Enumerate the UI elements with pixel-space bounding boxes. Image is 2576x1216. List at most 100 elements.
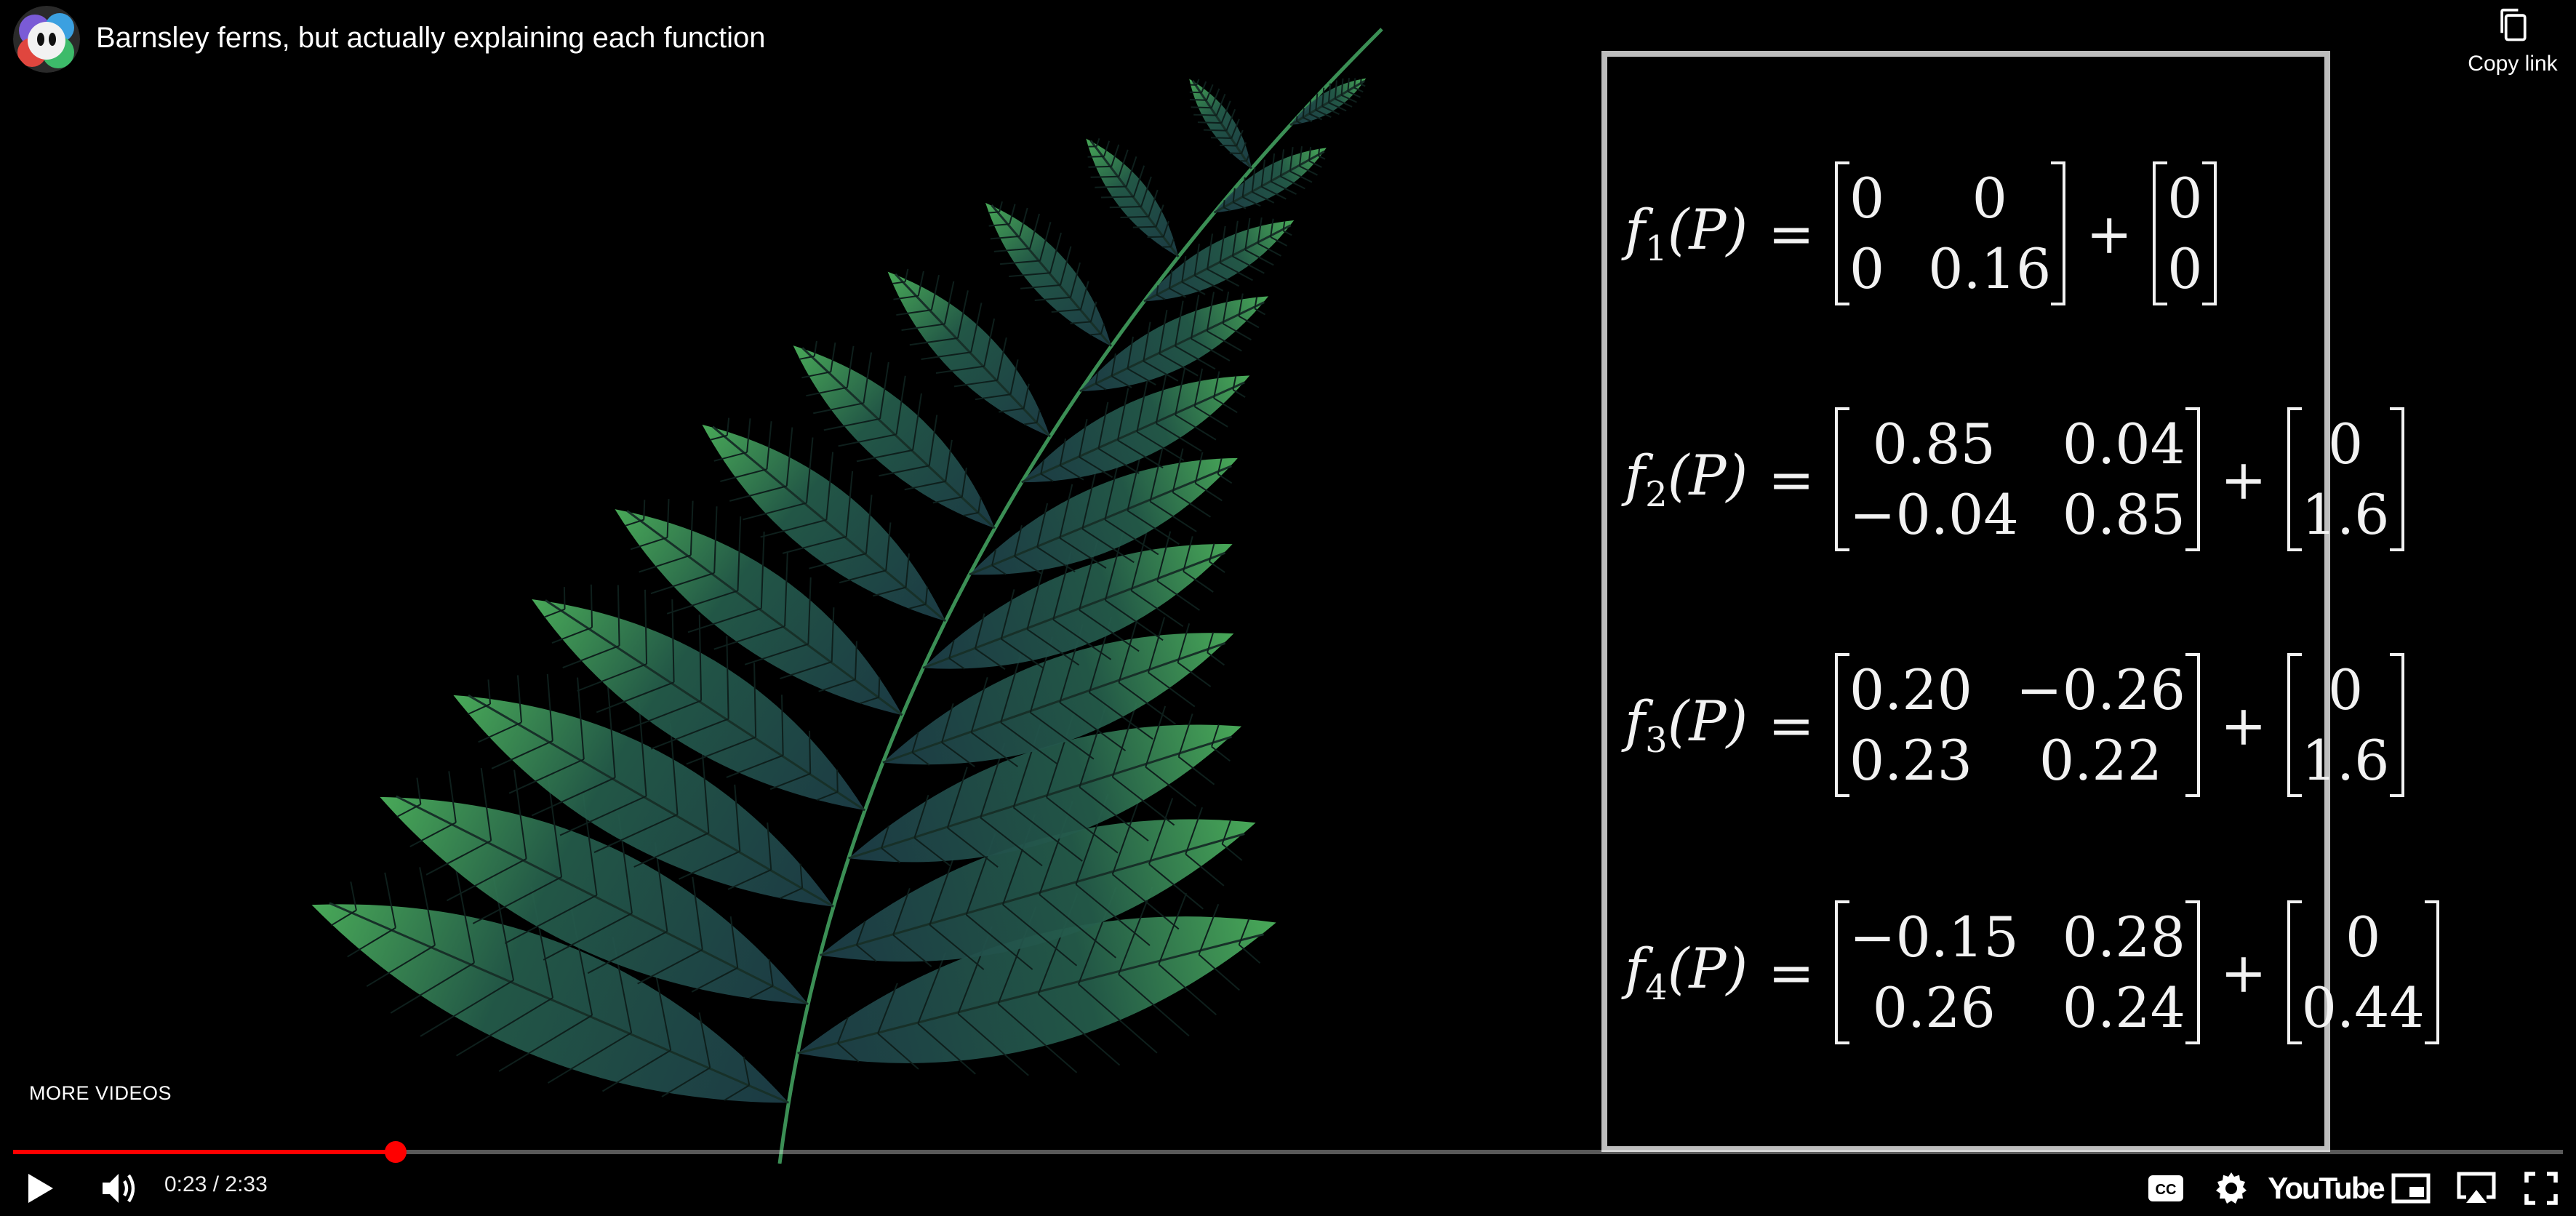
plus-sign: + — [2220, 940, 2267, 1005]
matrix-entry: −0.15 — [1849, 905, 2019, 969]
vector-entry: 1.6 — [2301, 482, 2390, 547]
equals-sign: = — [1768, 940, 1815, 1005]
time-display: 0:23 / 2:33 — [164, 1172, 268, 1197]
fern-frond — [311, 867, 789, 1104]
duration: 2:33 — [225, 1172, 268, 1196]
youtube-wordmark: YouTube — [2268, 1171, 2385, 1205]
plus-sign: + — [2220, 447, 2267, 512]
svg-text:CC: CC — [2156, 1182, 2177, 1198]
matrix-entry: 0 — [1972, 166, 2007, 231]
equation-function-name: f4(P) — [1625, 936, 1748, 1009]
matrix: 0 0 0 0.16 — [1834, 161, 2066, 305]
fern-frond — [702, 417, 947, 623]
equation-f4: f4(P) = −0.15 0.28 0.26 0.24 +0 0.44 — [1625, 900, 2440, 1044]
video-title[interactable]: Barnsley ferns, but actually explaining … — [96, 22, 766, 54]
matrix-entry: 0.26 — [1872, 975, 1996, 1040]
copy-link-button[interactable]: Copy link — [2458, 7, 2567, 76]
vector-entry: 1.6 — [2301, 728, 2390, 793]
vector: 0 1.6 — [2287, 653, 2404, 797]
equals-sign: = — [1768, 447, 1815, 512]
fern-fronds — [311, 28, 1383, 1164]
volume-button[interactable] — [95, 1168, 145, 1209]
plus-sign: + — [2086, 201, 2133, 266]
fern-frond — [1143, 217, 1295, 303]
settings-button[interactable] — [2209, 1168, 2253, 1209]
play-icon — [28, 1174, 53, 1203]
equation-function-name: f3(P) — [1625, 689, 1748, 761]
vector-entry: 0 — [2167, 166, 2203, 231]
matrix-entry: −0.26 — [2016, 657, 2185, 722]
matrix-entry: 0 — [1849, 166, 1885, 231]
equation-function-name: f1(P) — [1625, 197, 1748, 270]
copy-link-label: Copy link — [2468, 52, 2558, 76]
captions-button[interactable]: CC — [2144, 1168, 2188, 1209]
settings-icon — [2216, 1172, 2247, 1204]
matrix: 0.20 −0.26 0.23 0.22 — [1834, 653, 2201, 797]
vector-entry: 0 — [2167, 236, 2203, 301]
airplay-button[interactable] — [2451, 1168, 2502, 1209]
fern-frond — [848, 702, 1242, 868]
vector: 0 1.6 — [2287, 407, 2404, 551]
equals-sign: = — [1768, 692, 1815, 758]
copy-icon — [2500, 8, 2527, 41]
fern-frond — [793, 340, 996, 529]
miniplayer-button[interactable] — [2387, 1168, 2435, 1209]
matrix-entry: 0.85 — [2062, 482, 2185, 547]
miniplayer-icon — [2391, 1173, 2431, 1204]
current-time: 0:23 — [164, 1172, 207, 1196]
vector-entry: 0 — [2327, 412, 2364, 476]
youtube-logo-button[interactable]: YouTube — [2268, 1168, 2385, 1209]
matrix-entry: 0.23 — [1849, 728, 1973, 793]
barnsley-fern-image — [311, 28, 1383, 1164]
matrix-entry: 0.28 — [2062, 905, 2185, 969]
time-separator: / — [207, 1172, 225, 1196]
equation-function-name: f2(P) — [1625, 443, 1748, 516]
progress-bar[interactable] — [13, 1141, 2563, 1163]
fern-frond — [922, 529, 1233, 671]
channel-avatar[interactable] — [13, 6, 80, 73]
fern-frond — [887, 268, 1051, 438]
vector: 0 0.44 — [2287, 900, 2440, 1044]
matrix-entry: 0.16 — [1928, 236, 2052, 301]
matrix-entry: −0.04 — [1849, 482, 2019, 547]
equation-f1: f1(P) = 0 0 0 0.16 +0 0 — [1625, 161, 2217, 305]
matrix-entry: 0.85 — [1872, 412, 1996, 476]
fern-frond — [1213, 146, 1327, 214]
vector-entry: 0 — [2327, 657, 2364, 722]
captions-icon: CC — [2148, 1175, 2183, 1201]
fern-frond — [453, 673, 834, 908]
play-button[interactable] — [15, 1168, 65, 1209]
vector-entry: 0 — [2345, 905, 2381, 969]
fullscreen-button[interactable] — [2519, 1168, 2563, 1209]
matrix: 0.85 0.04 −0.04 0.85 — [1834, 407, 2201, 551]
vector-entry: 0.44 — [2301, 975, 2425, 1040]
fullscreen-icon — [2524, 1172, 2558, 1205]
matrix-entry: 0.20 — [1849, 657, 1973, 722]
channel-avatar-icon — [13, 6, 80, 73]
matrix-entry: 0.04 — [2062, 412, 2185, 476]
matrix-entry: 0.22 — [2039, 728, 2163, 793]
fern-frond — [1289, 77, 1367, 127]
fern-frond — [532, 584, 866, 812]
more-videos-button[interactable]: MORE VIDEOS — [29, 1082, 172, 1104]
fern-frond — [882, 615, 1234, 767]
fern-frond — [820, 793, 1256, 970]
matrix-entry: 0.24 — [2062, 975, 2185, 1040]
equation-f3: f3(P) = 0.20 −0.26 0.23 0.22 +0 1.6 — [1625, 653, 2404, 797]
fern-frond — [380, 767, 809, 1005]
matrix: −0.15 0.28 0.26 0.24 — [1834, 900, 2201, 1044]
fern-frond — [1079, 291, 1269, 393]
plus-sign: + — [2220, 692, 2267, 758]
fern-frond — [985, 201, 1113, 347]
equation-f2: f2(P) = 0.85 0.04 −0.04 0.85 +0 1.6 — [1625, 407, 2404, 551]
matrix-entry: 0 — [1849, 236, 1885, 301]
equation-panel: f1(P) = 0 0 0 0.16 +0 0 f2(P) = 0.85 0.04 −0.04 0.85 +… — [1601, 51, 2440, 1152]
fern-frond — [615, 499, 903, 716]
progress-scrubber[interactable] — [384, 1141, 407, 1163]
fern-frond — [1189, 79, 1253, 169]
progress-played — [13, 1150, 396, 1154]
equals-sign: = — [1768, 201, 1815, 266]
fern-frond — [1086, 137, 1180, 258]
volume-icon — [103, 1174, 135, 1203]
